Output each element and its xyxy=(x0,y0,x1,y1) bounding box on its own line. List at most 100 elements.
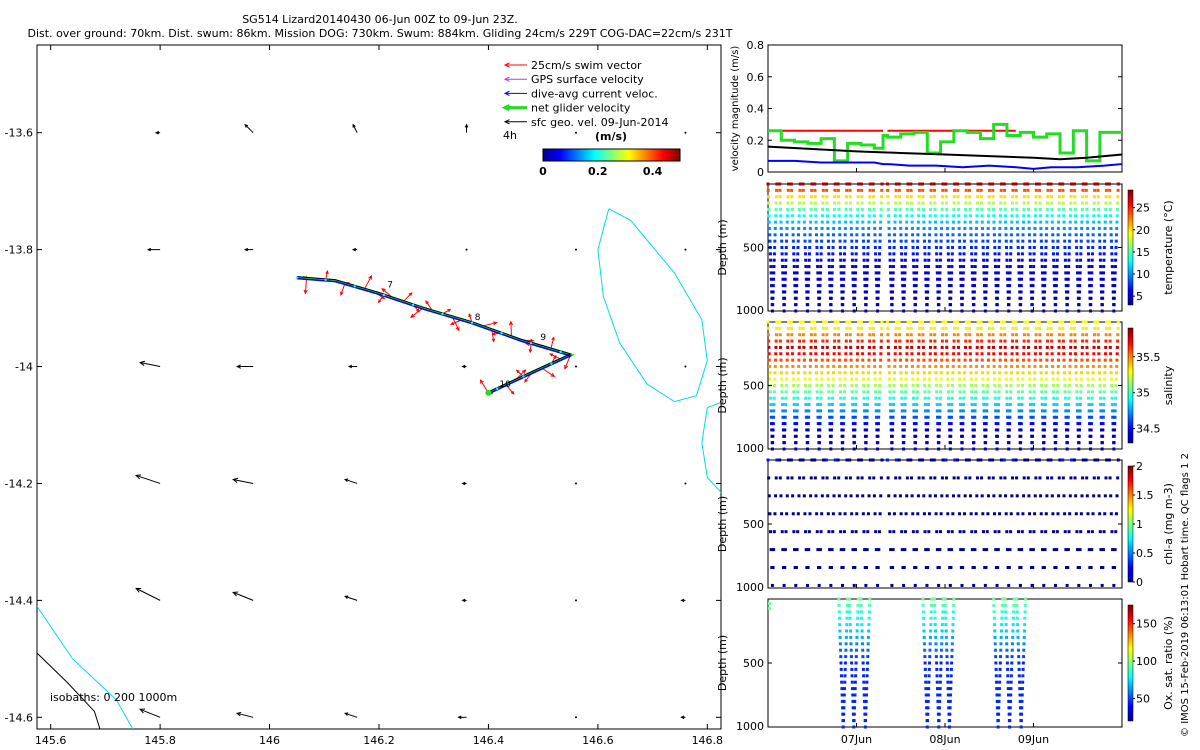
track-label-10: 10 xyxy=(499,380,511,390)
geo-vector-dot xyxy=(574,248,577,251)
swim-vector xyxy=(410,307,424,319)
swim-vector xyxy=(402,292,413,302)
geo-vector xyxy=(344,478,358,484)
map-y-tick-label: -13.6 xyxy=(5,127,33,140)
oxygen-ylabel: Depth (m) xyxy=(716,635,729,691)
velocity-y-tick-label: 0.6 xyxy=(747,71,765,84)
track-point xyxy=(550,362,553,365)
temperature-cbar-tick-label: 15 xyxy=(1136,246,1150,259)
geo-vector xyxy=(232,477,254,484)
profile-panel-temperature: 500 1000 Depth (m) 5 10 15 20 25 temperature (°C… xyxy=(716,182,1175,317)
geo-vector-dot xyxy=(574,365,577,368)
temperature-ylabel: Depth (m) xyxy=(716,219,729,275)
map-x-tick-label: 146.2 xyxy=(363,734,395,747)
salinity-cbar-label: salinity xyxy=(1162,365,1175,405)
geo-vector xyxy=(232,591,254,601)
geo-vector xyxy=(244,123,254,134)
track-point xyxy=(382,293,386,297)
oxygen-cbar-label: Ox. sat. ratio (%) xyxy=(1162,616,1175,710)
track-point xyxy=(295,276,299,279)
date-tick-label: 07Jun xyxy=(841,733,872,746)
geo-vector-dot xyxy=(574,482,577,485)
geo-vector-dot xyxy=(465,248,468,251)
chlorophyll-cbar-tick-label: 1 xyxy=(1136,518,1143,531)
colorbar-tick: 0.2 xyxy=(588,165,608,178)
geo-vector xyxy=(154,130,161,135)
geo-vector xyxy=(236,711,254,718)
isobath-200m xyxy=(37,652,101,729)
chlorophyll-y-tick-label: 500 xyxy=(743,518,764,531)
colorbar-label: (m/s) xyxy=(595,130,627,143)
map-axes-box xyxy=(36,44,722,730)
legend-entry-4: sfc geo. vel. 09-Jun-2014 xyxy=(531,116,668,129)
geo-vector xyxy=(146,247,161,252)
map-x-tick-label: 146.8 xyxy=(692,734,724,747)
chlorophyll-cbar-tick-label: 1.5 xyxy=(1136,489,1154,502)
geo-vector-dot xyxy=(684,131,687,134)
colorbar xyxy=(542,148,681,162)
geo-vector-dot xyxy=(684,365,687,368)
track-point xyxy=(529,341,533,345)
geo-vector xyxy=(135,587,161,601)
isobath-0m xyxy=(37,605,134,729)
chlorophyll-cbar-tick-label: 0 xyxy=(1136,576,1143,589)
date-tick-label: 09Jun xyxy=(1018,733,1049,746)
temperature-y-tick-label: 500 xyxy=(743,242,764,255)
temperature-cbar-tick-label: 25 xyxy=(1136,202,1150,215)
chlorophyll-points xyxy=(766,458,1120,587)
track-point xyxy=(353,285,356,288)
swim-vector xyxy=(363,274,372,290)
track-point xyxy=(324,278,327,282)
legend-entry-1: GPS surface velocity xyxy=(531,73,644,86)
isobath-0m xyxy=(701,402,721,493)
velocity-y-tick-label: 0 xyxy=(757,166,764,179)
velocity-y-tick-label: 0.4 xyxy=(747,103,765,116)
salinity-cbar-tick-label: 35.5 xyxy=(1136,351,1161,364)
oxygen-cbar-tick-label: 150 xyxy=(1136,618,1157,631)
date-tick-label: 08Jun xyxy=(929,733,960,746)
isobath-0m xyxy=(597,208,708,403)
salinity-colorbar xyxy=(1127,327,1134,444)
chlorophyll-axes-box xyxy=(767,459,1123,589)
swim-vector xyxy=(541,367,556,378)
temperature-y-tick-label: 1000 xyxy=(736,304,764,317)
geo-vector xyxy=(461,364,467,369)
temperature-cbar-tick-label: 5 xyxy=(1136,290,1143,303)
colorbar-tick: 0.4 xyxy=(643,165,663,178)
oxygen-axes-box xyxy=(767,598,1123,728)
oxygen-y-tick-label: 1000 xyxy=(736,720,764,733)
track-label-8: 8 xyxy=(475,313,481,323)
colorbar-note: 4h xyxy=(503,129,517,142)
legend-swatch-2 xyxy=(503,90,527,97)
geo-vector xyxy=(243,247,254,252)
temperature-cbar-tick-label: 10 xyxy=(1136,268,1150,281)
geo-vector-dot xyxy=(574,716,577,719)
geo-vector xyxy=(464,123,469,133)
title-line-1: SG514 Lizard20140430 06-Jun 00Z to 09-Ju… xyxy=(242,13,518,26)
velocity-ylabel: velocity magnitude (m/s) xyxy=(730,46,741,172)
track-point xyxy=(411,303,415,307)
track-point xyxy=(522,375,525,378)
side-label: © IMOS 15-Feb-2019 06:13:01 Hobart time.… xyxy=(1180,453,1191,737)
chlorophyll-ylabel: Depth (m) xyxy=(716,496,729,552)
legend-swatch-1 xyxy=(503,76,527,82)
geo-vector xyxy=(461,481,467,486)
geo-vector xyxy=(344,595,358,601)
salinity-ylabel: Depth (m) xyxy=(716,357,729,413)
track-end-marker xyxy=(485,389,492,396)
track-point xyxy=(559,350,562,354)
swim-vector xyxy=(451,316,460,332)
swim-vector xyxy=(550,336,555,350)
legend-swatch-0 xyxy=(503,62,527,68)
map-x-tick-label: 145.8 xyxy=(144,734,176,747)
colorbar-tick: 0 xyxy=(539,165,547,178)
salinity-y-tick-label: 1000 xyxy=(736,442,764,455)
chlorophyll-cbar-tick-label: 2 xyxy=(1136,460,1143,473)
map-x-tick-label: 146.4 xyxy=(473,734,505,747)
geo-vector xyxy=(351,247,358,252)
chlorophyll-y-tick-label: 1000 xyxy=(736,581,764,594)
chlorophyll-cbar-tick-label: 0.5 xyxy=(1136,547,1154,560)
swim-vector xyxy=(303,278,308,295)
chlorophyll-cbar-label: chl-a (mg m-3) xyxy=(1162,483,1175,565)
swim-vector xyxy=(508,320,514,337)
